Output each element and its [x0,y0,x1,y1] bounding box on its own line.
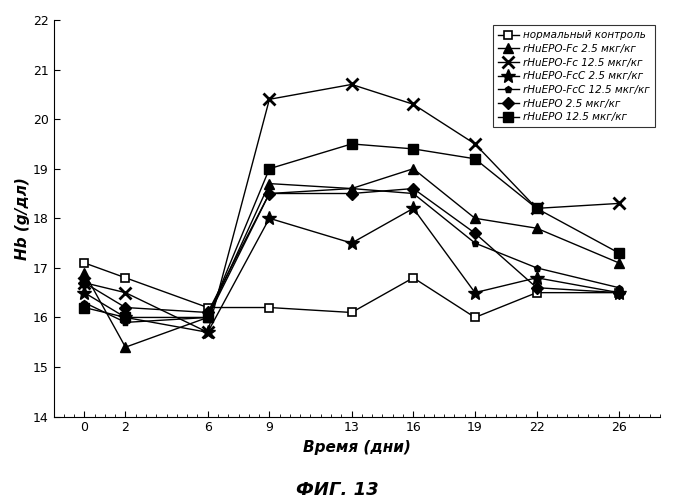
rHuEPO-FcC 2.5 мкг/кг [533,275,541,281]
rHuEPO-FcC 12.5 мкг/кг [80,300,88,306]
rHuEPO-FcC 2.5 мкг/кг [265,216,273,222]
rHuEPO-FcC 2.5 мкг/кг [348,240,356,246]
rHuEPO 2.5 мкг/кг [80,280,88,285]
rHuEPO-FcC 12.5 мкг/кг [265,190,273,196]
rHuEPO-Fc 12.5 мкг/кг [80,280,88,285]
Line: rHuEPO-Fc 12.5 мкг/кг: rHuEPO-Fc 12.5 мкг/кг [79,79,624,338]
rHuEPO 2.5 мкг/кг [471,230,479,236]
rHuEPO 12.5 мкг/кг [265,166,273,172]
rHuEPO 2.5 мкг/кг [265,190,273,196]
Line: rHuEPO-FcC 2.5 мкг/кг: rHuEPO-FcC 2.5 мкг/кг [78,202,626,340]
rHuEPO-FcC 12.5 мкг/кг [533,265,541,271]
rHuEPO-Fc 2.5 мкг/кг [348,186,356,192]
Line: rHuEPO-FcC 12.5 мкг/кг: rHuEPO-FcC 12.5 мкг/кг [81,185,622,326]
Line: rHuEPO 12.5 мкг/кг: rHuEPO 12.5 мкг/кг [80,139,624,322]
rHuEPO-FcC 2.5 мкг/кг [409,206,417,212]
rHuEPO-FcC 12.5 мкг/кг [348,186,356,192]
rHuEPO-Fc 2.5 мкг/кг [471,216,479,222]
rHuEPO-Fc 12.5 мкг/кг [615,200,623,206]
rHuEPO-FcC 12.5 мкг/кг [615,284,623,290]
нормальный контроль [204,304,212,310]
rHuEPO 2.5 мкг/кг [348,190,356,196]
rHuEPO 12.5 мкг/кг [471,156,479,162]
rHuEPO 2.5 мкг/кг [615,290,623,296]
rHuEPO-Fc 2.5 мкг/кг [122,344,130,350]
нормальный контроль [615,290,623,296]
rHuEPO-Fc 2.5 мкг/кг [204,314,212,320]
rHuEPO 12.5 мкг/кг [204,314,212,320]
rHuEPO 2.5 мкг/кг [122,304,130,310]
rHuEPO 2.5 мкг/кг [533,284,541,290]
rHuEPO-Fc 2.5 мкг/кг [615,260,623,266]
rHuEPO-FcC 12.5 мкг/кг [122,320,130,326]
rHuEPO-Fc 12.5 мкг/кг [348,82,356,87]
rHuEPO-FcC 2.5 мкг/кг [80,290,88,296]
нормальный контроль [348,310,356,316]
rHuEPO-FcC 2.5 мкг/кг [471,290,479,296]
Legend: нормальный контроль, rHuEPO-Fc 2.5 мкг/кг, rHuEPO-Fc 12.5 мкг/кг, rHuEPO-FcC 2.5: нормальный контроль, rHuEPO-Fc 2.5 мкг/к… [493,25,655,128]
Text: ФИГ. 13: ФИГ. 13 [296,481,379,499]
rHuEPO-Fc 2.5 мкг/кг [533,225,541,231]
rHuEPO 12.5 мкг/кг [122,314,130,320]
rHuEPO 12.5 мкг/кг [409,146,417,152]
нормальный контроль [471,314,479,320]
нормальный контроль [265,304,273,310]
rHuEPO-Fc 2.5 мкг/кг [265,180,273,186]
Y-axis label: Hb (g/дл): Hb (g/дл) [15,177,30,260]
rHuEPO 12.5 мкг/кг [615,250,623,256]
rHuEPO 2.5 мкг/кг [204,310,212,316]
нормальный контроль [122,275,130,281]
X-axis label: Время (дни): Время (дни) [303,440,410,455]
нормальный контроль [533,290,541,296]
rHuEPO-FcC 2.5 мкг/кг [204,330,212,336]
rHuEPO-FcC 12.5 мкг/кг [204,314,212,320]
rHuEPO 12.5 мкг/кг [533,206,541,212]
rHuEPO-Fc 12.5 мкг/кг [533,206,541,212]
rHuEPO-Fc 2.5 мкг/кг [409,166,417,172]
нормальный контроль [80,260,88,266]
rHuEPO-FcC 12.5 мкг/кг [471,240,479,246]
rHuEPO-FcC 2.5 мкг/кг [122,314,130,320]
rHuEPO-Fc 12.5 мкг/кг [471,141,479,147]
нормальный контроль [409,275,417,281]
rHuEPO-Fc 12.5 мкг/кг [265,96,273,102]
rHuEPO 2.5 мкг/кг [409,186,417,192]
rHuEPO-Fc 12.5 мкг/кг [122,290,130,296]
Line: нормальный контроль: нормальный контроль [80,258,623,322]
rHuEPO-FcC 2.5 мкг/кг [615,290,623,296]
rHuEPO-Fc 12.5 мкг/кг [204,330,212,336]
Line: rHuEPO 2.5 мкг/кг: rHuEPO 2.5 мкг/кг [80,184,623,316]
rHuEPO-Fc 2.5 мкг/кг [80,270,88,276]
Line: rHuEPO-Fc 2.5 мкг/кг: rHuEPO-Fc 2.5 мкг/кг [80,164,624,352]
rHuEPO-FcC 12.5 мкг/кг [409,190,417,196]
rHuEPO 12.5 мкг/кг [348,141,356,147]
rHuEPO-Fc 12.5 мкг/кг [409,102,417,107]
rHuEPO 12.5 мкг/кг [80,304,88,310]
